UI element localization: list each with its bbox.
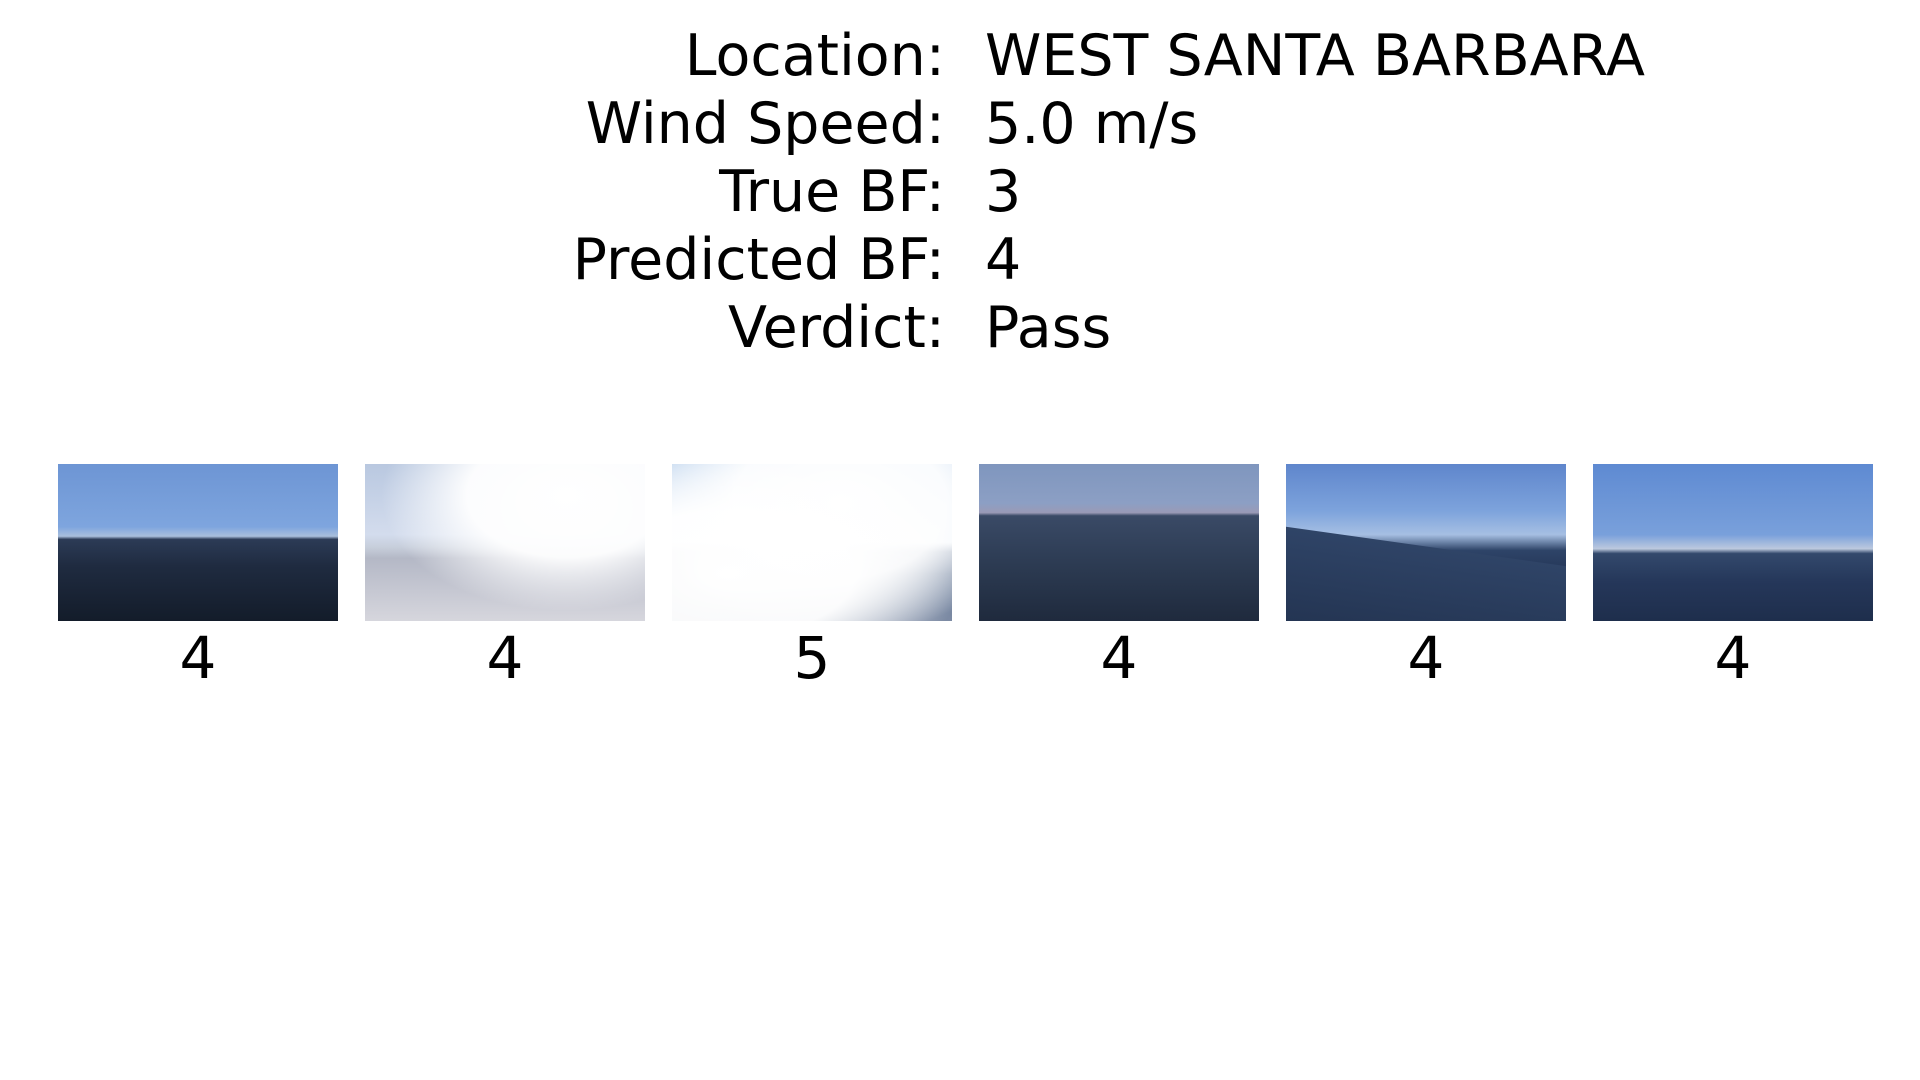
thumbnail-2: 4	[365, 464, 645, 693]
thumbnail-prediction: 4	[1100, 624, 1138, 692]
wind-speed-value: 5.0 m/s	[985, 91, 1199, 157]
sea-image	[672, 464, 952, 621]
verdict-label: Verdict:	[728, 295, 945, 361]
thumbnail-5: 4	[1286, 464, 1566, 693]
thumbnail-prediction: 4	[1714, 624, 1752, 692]
true-bf-row: True BF: 3	[0, 158, 1920, 226]
location-row: Location: WEST SANTA BARBARA	[0, 22, 1920, 90]
verdict-row: Verdict: Pass	[0, 294, 1920, 362]
location-label: Location:	[684, 23, 945, 89]
predicted-bf-value: 4	[985, 227, 1022, 293]
thumbnail-prediction: 4	[486, 624, 524, 692]
thumbnail-prediction: 4	[1407, 624, 1445, 692]
thumbnail-1: 4	[58, 464, 338, 693]
thumbnail-strip: 4 4 5 4 4 4	[0, 464, 1920, 704]
thumbnail-3: 5	[672, 464, 952, 693]
info-table: Location: WEST SANTA BARBARA Wind Speed:…	[0, 22, 1920, 362]
thumbnail-6: 4	[1593, 464, 1873, 693]
predicted-bf-row: Predicted BF: 4	[0, 226, 1920, 294]
sea-image	[365, 464, 645, 621]
sea-image	[1593, 464, 1873, 621]
wind-speed-label: Wind Speed:	[585, 91, 945, 157]
sea-image	[58, 464, 338, 621]
thumbnail-prediction: 5	[793, 624, 831, 692]
true-bf-value: 3	[985, 159, 1022, 225]
true-bf-label: True BF:	[719, 159, 945, 225]
location-value: WEST SANTA BARBARA	[985, 23, 1645, 89]
predicted-bf-label: Predicted BF:	[572, 227, 945, 293]
sea-image	[1286, 464, 1566, 621]
wind-speed-row: Wind Speed: 5.0 m/s	[0, 90, 1920, 158]
thumbnail-prediction: 4	[179, 624, 217, 692]
thumbnail-4: 4	[979, 464, 1259, 693]
verdict-value: Pass	[985, 295, 1112, 361]
sea-image	[979, 464, 1259, 621]
